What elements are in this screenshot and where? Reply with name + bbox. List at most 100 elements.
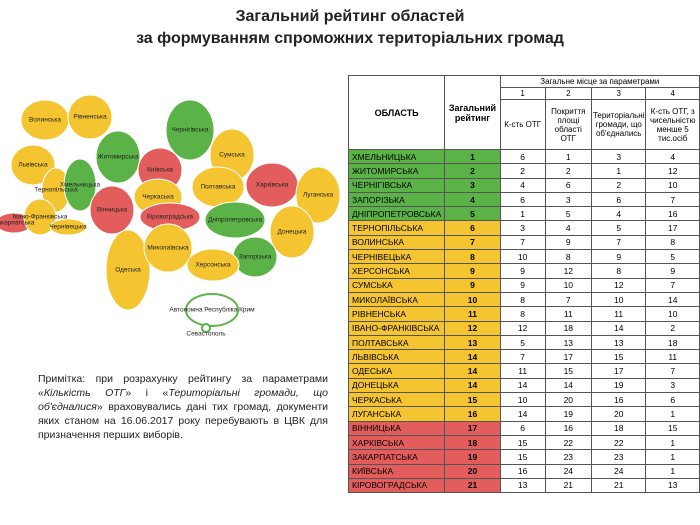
region-label: Івано-Франківська — [13, 213, 68, 221]
region — [143, 223, 193, 273]
region-cell: РІВНЕНСЬКА — [347, 306, 446, 322]
table-row: КІРОВОГРАДСЬКА 21 13 21 21 13 — [347, 477, 700, 494]
region-label: Чернівецька — [49, 223, 87, 231]
value-cell: 4 — [499, 177, 546, 193]
region-cell: ЧЕРКАСЬКА — [347, 392, 446, 408]
value-cell: 7 — [499, 349, 546, 365]
value-cell: 10 — [645, 306, 700, 322]
value-cell: 9 — [499, 263, 546, 279]
value-cell: 9 — [444, 263, 501, 279]
region-label: Миколаївська — [147, 245, 189, 252]
value-cell: 1 — [645, 463, 700, 479]
region-cell: СУМСЬКА — [347, 277, 446, 293]
value-cell: 13 — [544, 334, 592, 351]
region-label: Хмельницька — [60, 182, 101, 189]
note-text: Примітка: при розрахунку рейтингу за пар… — [38, 373, 328, 399]
table-row: ПОЛТАВСЬКА 13 5 13 13 18 — [347, 334, 700, 351]
region — [165, 99, 215, 161]
table-row: МИКОЛАЇВСЬКА 10 8 7 10 14 — [347, 291, 700, 308]
value-cell: 12 — [499, 320, 546, 336]
value-cell: 6 — [544, 177, 592, 193]
region — [63, 158, 97, 212]
value-cell: 14 — [444, 363, 501, 379]
value-cell: 7 — [645, 363, 700, 379]
header-cell: 3 — [590, 87, 647, 100]
value-cell: 14 — [444, 377, 501, 394]
value-cell: 12 — [645, 163, 700, 179]
header-cell: Територіальні громади, що об'єднались — [590, 99, 647, 150]
value-cell: 17 — [645, 220, 700, 236]
value-cell: 8 — [645, 234, 700, 251]
rating-table: ОБЛАСТЬ Загальний рейтинг Загальне місце… — [347, 75, 700, 494]
value-cell: 22 — [544, 434, 592, 451]
region-cell: МИКОЛАЇВСЬКА — [347, 291, 446, 308]
value-cell: 10 — [444, 291, 501, 308]
header-cell: К-сть ОТГ — [499, 99, 546, 150]
value-cell: 9 — [645, 263, 700, 279]
table-row: СУМСЬКА 9 9 10 12 7 — [347, 277, 700, 293]
region-label: Одеська — [115, 267, 141, 274]
region-cell: ВОЛИНСЬКА — [347, 234, 446, 251]
table-row: КИЇВСЬКА 20 16 24 24 1 — [347, 463, 700, 479]
value-cell: 5 — [499, 334, 546, 351]
value-cell: 8 — [444, 249, 501, 265]
title: Загальний рейтинг областей — [235, 8, 465, 25]
value-cell: 11 — [590, 306, 647, 322]
value-cell: 15 — [544, 363, 592, 379]
value-cell: 14 — [499, 406, 546, 422]
header-cell: Покриття площі області ОТГ — [544, 99, 592, 150]
value-cell: 18 — [645, 334, 700, 351]
table-row: ЗАКАРПАТСЬКА 19 15 23 23 1 — [347, 449, 700, 465]
value-cell: 4 — [645, 148, 700, 165]
value-cell: 14 — [544, 377, 592, 394]
region — [186, 248, 240, 282]
value-cell: 18 — [590, 420, 647, 436]
region-cell: ЗАПОРІЗЬКА — [347, 191, 446, 208]
region-label: Кіровоградська — [147, 213, 193, 221]
region — [95, 130, 141, 184]
value-cell: 2 — [590, 177, 647, 193]
region-cell: ЧЕРНІВЕЦЬКА — [347, 249, 446, 265]
title: за формуванням спроможних територіальних… — [136, 30, 564, 47]
region-label: Вінницька — [97, 206, 128, 214]
note-text: » і « — [125, 387, 169, 399]
value-cell: 8 — [499, 291, 546, 308]
value-cell: 12 — [544, 263, 592, 279]
region-cell: ЗАКАРПАТСЬКА — [347, 449, 446, 465]
value-cell: 14 — [444, 349, 501, 365]
value-cell: 1 — [645, 406, 700, 422]
value-cell: 21 — [544, 477, 592, 494]
value-cell: 8 — [544, 249, 592, 265]
table-row: ХЕРСОНСЬКА 9 9 12 8 9 — [347, 263, 700, 279]
header-cell: ОБЛАСТЬ — [347, 75, 446, 150]
value-cell: 5 — [544, 206, 592, 222]
value-cell: 9 — [499, 277, 546, 293]
value-cell: 2 — [645, 320, 700, 336]
note-text: Кількість ОТГ — [43, 387, 126, 399]
value-cell: 7 — [499, 234, 546, 251]
table-row: ВОЛИНСЬКА 7 7 9 7 8 — [347, 234, 700, 251]
region-cell: ДНІПРОПЕТРОВСЬКА — [347, 206, 446, 222]
table-row: ЛЬВІВСЬКА 14 7 17 15 11 — [347, 349, 700, 365]
value-cell: 9 — [544, 234, 592, 251]
value-cell: 15 — [444, 392, 501, 408]
value-cell: 2 — [544, 163, 592, 179]
region-label: Херсонська — [195, 262, 231, 269]
value-cell: 12 — [590, 277, 647, 293]
value-cell: 8 — [499, 306, 546, 322]
value-cell: 5 — [645, 249, 700, 265]
value-cell: 7 — [590, 234, 647, 251]
value-cell: 6 — [444, 220, 501, 236]
value-cell: 17 — [444, 420, 501, 436]
region-label: Закарпатська — [0, 220, 35, 227]
table-row: ХАРКІВСЬКА 18 15 22 22 1 — [347, 434, 700, 451]
note-text: Територіальні громади, що об'єдналися — [38, 387, 328, 413]
region-label: Запорізька — [239, 253, 272, 261]
table-row: ЧЕРНІВЕЦЬКА 8 10 8 9 5 — [347, 249, 700, 265]
region-label: Волинська — [29, 117, 61, 124]
region-label: Луганська — [303, 192, 334, 199]
value-cell: 1 — [645, 449, 700, 465]
value-cell: 18 — [544, 320, 592, 336]
region — [89, 185, 135, 235]
region — [67, 94, 113, 140]
